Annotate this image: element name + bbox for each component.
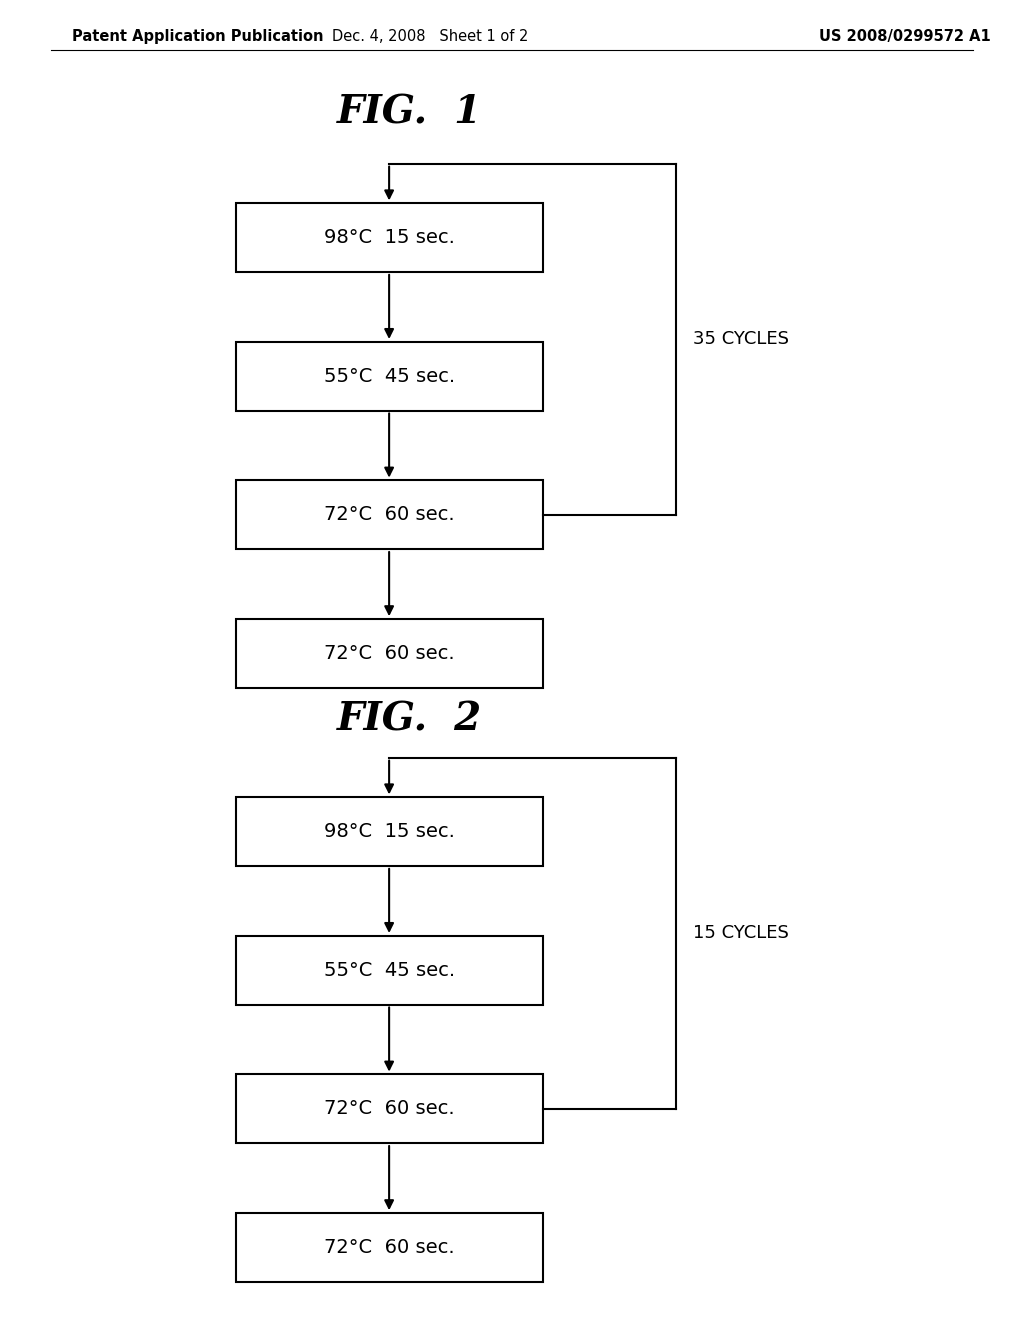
Text: 72°C  60 sec.: 72°C 60 sec.	[324, 1100, 455, 1118]
Text: 15 CYCLES: 15 CYCLES	[693, 924, 790, 942]
Text: 72°C  60 sec.: 72°C 60 sec.	[324, 506, 455, 524]
Text: 98°C  15 sec.: 98°C 15 sec.	[324, 822, 455, 841]
Text: Dec. 4, 2008   Sheet 1 of 2: Dec. 4, 2008 Sheet 1 of 2	[332, 29, 528, 45]
Bar	[236, 1074, 543, 1143]
Text: 55°C  45 sec.: 55°C 45 sec.	[324, 961, 455, 979]
Text: Patent Application Publication: Patent Application Publication	[72, 29, 324, 45]
Bar	[236, 1213, 543, 1282]
Bar	[236, 619, 543, 688]
Text: FIG.  2: FIG. 2	[337, 701, 482, 738]
Text: 72°C  60 sec.: 72°C 60 sec.	[324, 1238, 455, 1257]
Bar	[236, 342, 543, 411]
Bar	[236, 797, 543, 866]
Text: 55°C  45 sec.: 55°C 45 sec.	[324, 367, 455, 385]
Text: US 2008/0299572 A1: US 2008/0299572 A1	[819, 29, 991, 45]
Text: 98°C  15 sec.: 98°C 15 sec.	[324, 228, 455, 247]
Bar	[236, 203, 543, 272]
Text: FIG.  1: FIG. 1	[337, 94, 482, 131]
Text: 35 CYCLES: 35 CYCLES	[693, 330, 790, 348]
Bar	[236, 936, 543, 1005]
Text: 72°C  60 sec.: 72°C 60 sec.	[324, 644, 455, 663]
Bar	[236, 480, 543, 549]
